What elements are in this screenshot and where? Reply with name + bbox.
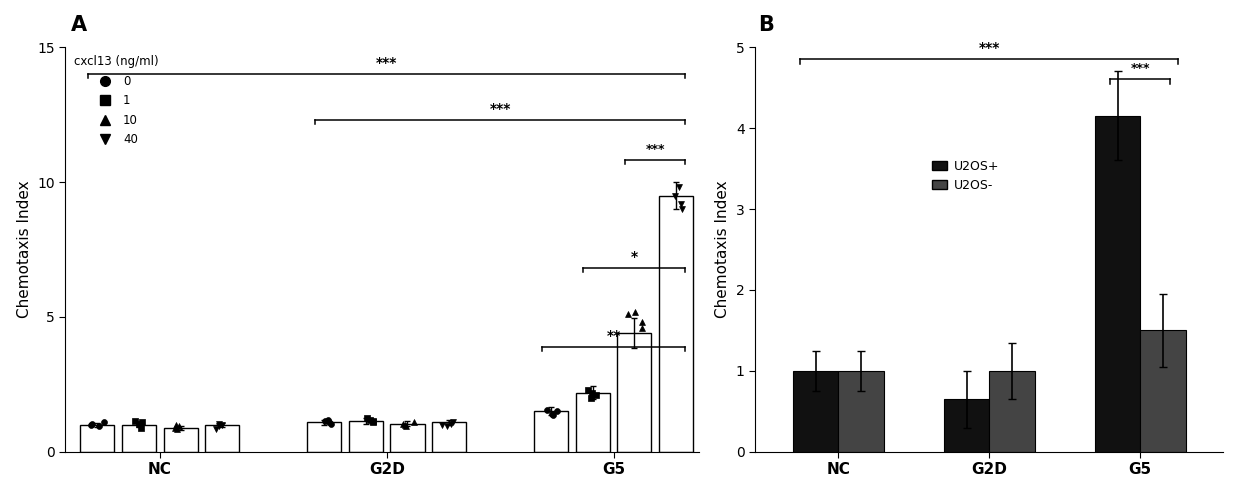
Bar	[1095, 116, 1141, 452]
Point	[445, 422, 465, 430]
Legend: U2OS+, U2OS-: U2OS+, U2OS-	[928, 155, 1004, 197]
Point	[438, 418, 458, 426]
Bar	[944, 399, 990, 452]
Point	[93, 418, 113, 426]
Text: ***: ***	[490, 102, 511, 116]
Bar	[391, 423, 424, 452]
Point	[402, 422, 422, 430]
Point	[322, 418, 342, 426]
Point	[583, 391, 603, 399]
Point	[174, 425, 193, 433]
Text: ***: ***	[376, 56, 397, 70]
Point	[357, 417, 377, 425]
Point	[622, 310, 642, 318]
Point	[133, 419, 153, 427]
Bar	[618, 333, 651, 452]
Point	[537, 410, 557, 418]
Point	[89, 419, 109, 427]
Bar	[1141, 330, 1185, 452]
Text: **: **	[606, 329, 621, 343]
Text: A: A	[71, 15, 87, 35]
Y-axis label: Chemotaxis Index: Chemotaxis Index	[715, 181, 730, 318]
Point	[128, 418, 148, 426]
Y-axis label: Chemotaxis Index: Chemotaxis Index	[16, 181, 32, 318]
Point	[589, 386, 609, 394]
Bar	[308, 422, 341, 452]
Point	[618, 308, 637, 316]
Point	[434, 421, 454, 429]
Point	[546, 408, 565, 415]
Point	[210, 425, 229, 433]
Point	[403, 418, 423, 426]
Point	[575, 394, 595, 402]
Point	[123, 417, 143, 425]
Point	[310, 415, 330, 423]
Point	[625, 319, 645, 327]
Point	[444, 419, 464, 427]
Point	[164, 424, 184, 432]
Bar	[81, 425, 114, 452]
Point	[663, 200, 683, 207]
Point	[84, 422, 104, 430]
Bar	[348, 421, 383, 452]
Point	[393, 419, 413, 427]
Bar	[575, 393, 610, 452]
Bar	[838, 371, 884, 452]
Bar	[792, 371, 838, 452]
Point	[673, 183, 693, 191]
Point	[666, 192, 686, 200]
Point	[543, 406, 563, 414]
Text: B: B	[758, 15, 774, 35]
Point	[177, 422, 197, 430]
Text: ***: ***	[646, 143, 665, 157]
Point	[83, 421, 103, 429]
Point	[660, 205, 680, 213]
Point	[172, 421, 192, 429]
Legend: 0, 1, 10, 40: 0, 1, 10, 40	[71, 53, 160, 149]
Bar	[122, 425, 156, 452]
Point	[123, 424, 143, 432]
Point	[393, 421, 413, 429]
Point	[357, 418, 377, 426]
Bar	[990, 371, 1034, 452]
Bar	[658, 196, 693, 452]
Bar	[432, 422, 466, 452]
Text: *: *	[631, 250, 637, 264]
Point	[309, 417, 329, 425]
Point	[217, 421, 237, 429]
Text: ***: ***	[978, 41, 999, 55]
Bar	[205, 425, 239, 452]
Point	[213, 422, 233, 430]
Point	[538, 412, 558, 419]
Point	[352, 415, 372, 423]
Point	[589, 389, 609, 397]
Point	[361, 414, 381, 422]
Bar	[534, 412, 568, 452]
Bar	[164, 428, 197, 452]
Point	[215, 419, 234, 427]
Text: ***: ***	[1131, 62, 1149, 76]
Point	[308, 419, 327, 427]
Point	[622, 324, 642, 332]
